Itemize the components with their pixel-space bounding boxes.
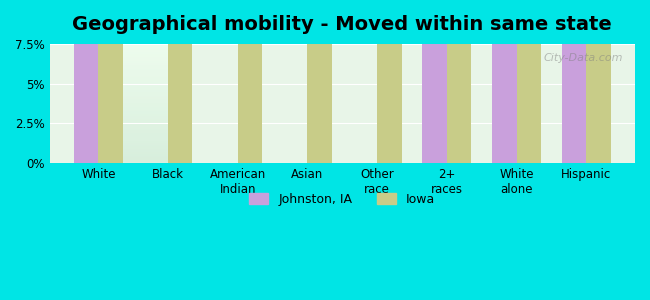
Bar	[492, 0, 517, 163]
Text: City-Data.com: City-Data.com	[544, 53, 623, 63]
Bar	[238, 0, 262, 163]
Bar	[377, 0, 402, 163]
Bar	[517, 0, 541, 163]
Bar	[168, 0, 192, 163]
Bar	[447, 0, 471, 163]
Bar	[307, 0, 332, 163]
Title: Geographical mobility - Moved within same state: Geographical mobility - Moved within sam…	[72, 15, 612, 34]
Bar	[562, 0, 586, 163]
Bar	[98, 0, 123, 163]
Bar	[74, 0, 98, 163]
Legend: Johnston, IA, Iowa: Johnston, IA, Iowa	[244, 188, 440, 211]
Bar	[586, 0, 610, 163]
Bar	[422, 0, 447, 163]
